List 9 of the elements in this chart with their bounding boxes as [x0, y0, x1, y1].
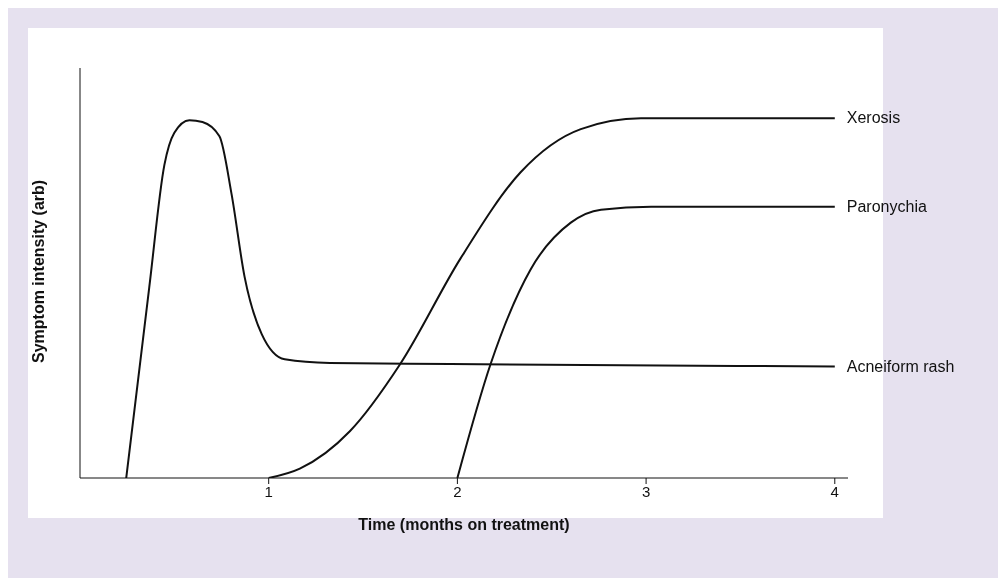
series-label: Xerosis: [846, 109, 901, 127]
y-axis-title: Symptom intensity (arb): [29, 179, 47, 363]
x-tick-label: 4: [830, 482, 839, 500]
series-label: Paronychia: [846, 197, 927, 215]
x-tick-label: 2: [453, 482, 462, 500]
x-axis-title: Time (months on treatment): [358, 516, 570, 533]
x-tick-label: 1: [264, 482, 273, 500]
series-label: Acneiform rash: [846, 357, 955, 375]
x-tick-label: 3: [641, 482, 651, 500]
